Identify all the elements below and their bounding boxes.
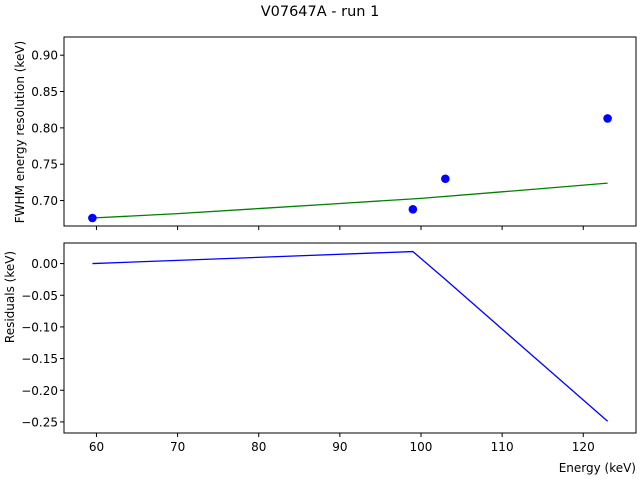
top-y-axis: 0.70 0.75 0.80 0.85 0.90 [31, 49, 64, 208]
top-ytick-label: 0.70 [31, 194, 58, 208]
bottom-ytick-label: −0.05 [21, 289, 58, 303]
residual-line [92, 250, 609, 422]
top-x-axis [95, 226, 584, 230]
top-plot-area [88, 114, 612, 223]
top-y-axis-label: FWHM energy resolution (keV) [13, 41, 27, 223]
bottom-ytick-label: −0.10 [21, 320, 58, 334]
bottom-ytick-label: −0.20 [21, 384, 58, 398]
bottom-x-axis: 60 70 80 90 100 110 120 [89, 433, 595, 454]
bottom-ytick-label: 0.00 [31, 257, 58, 271]
xtick-label: 70 [170, 440, 185, 454]
xtick-label: 110 [491, 440, 514, 454]
data-point [88, 213, 97, 223]
bottom-panel: 0.00 −0.05 −0.10 −0.15 −0.20 −0.25 60 70 80 90 10… [3, 242, 637, 454]
xtick-label: 100 [410, 440, 433, 454]
xtick-label: 80 [251, 440, 266, 454]
bottom-ytick-label: −0.15 [21, 352, 58, 366]
fit-line [92, 182, 608, 219]
bottom-ytick-label: −0.25 [21, 415, 58, 429]
top-ytick-label: 0.85 [31, 85, 58, 99]
top-ytick-label: 0.75 [31, 158, 58, 172]
bottom-axes-frame [63, 242, 637, 434]
x-axis-label: Energy (keV) [559, 461, 636, 475]
bottom-y-axis: 0.00 −0.05 −0.10 −0.15 −0.20 −0.25 [21, 257, 64, 429]
xtick-label: 60 [89, 440, 104, 454]
bottom-y-axis-label: Residuals (keV) [3, 251, 17, 343]
data-point [441, 174, 450, 184]
top-axes-frame [63, 36, 637, 227]
xtick-label: 90 [332, 440, 347, 454]
bottom-plot-area [92, 250, 609, 422]
top-panel: 0.70 0.75 0.80 0.85 0.90 FWHM energy resolut… [13, 36, 637, 230]
top-ytick-label: 0.90 [31, 49, 58, 63]
chart-title: V07647A - run 1 [261, 4, 380, 20]
data-point [603, 114, 612, 123]
top-ytick-label: 0.80 [31, 121, 58, 135]
data-point [408, 204, 418, 214]
xtick-label: 120 [572, 440, 595, 454]
